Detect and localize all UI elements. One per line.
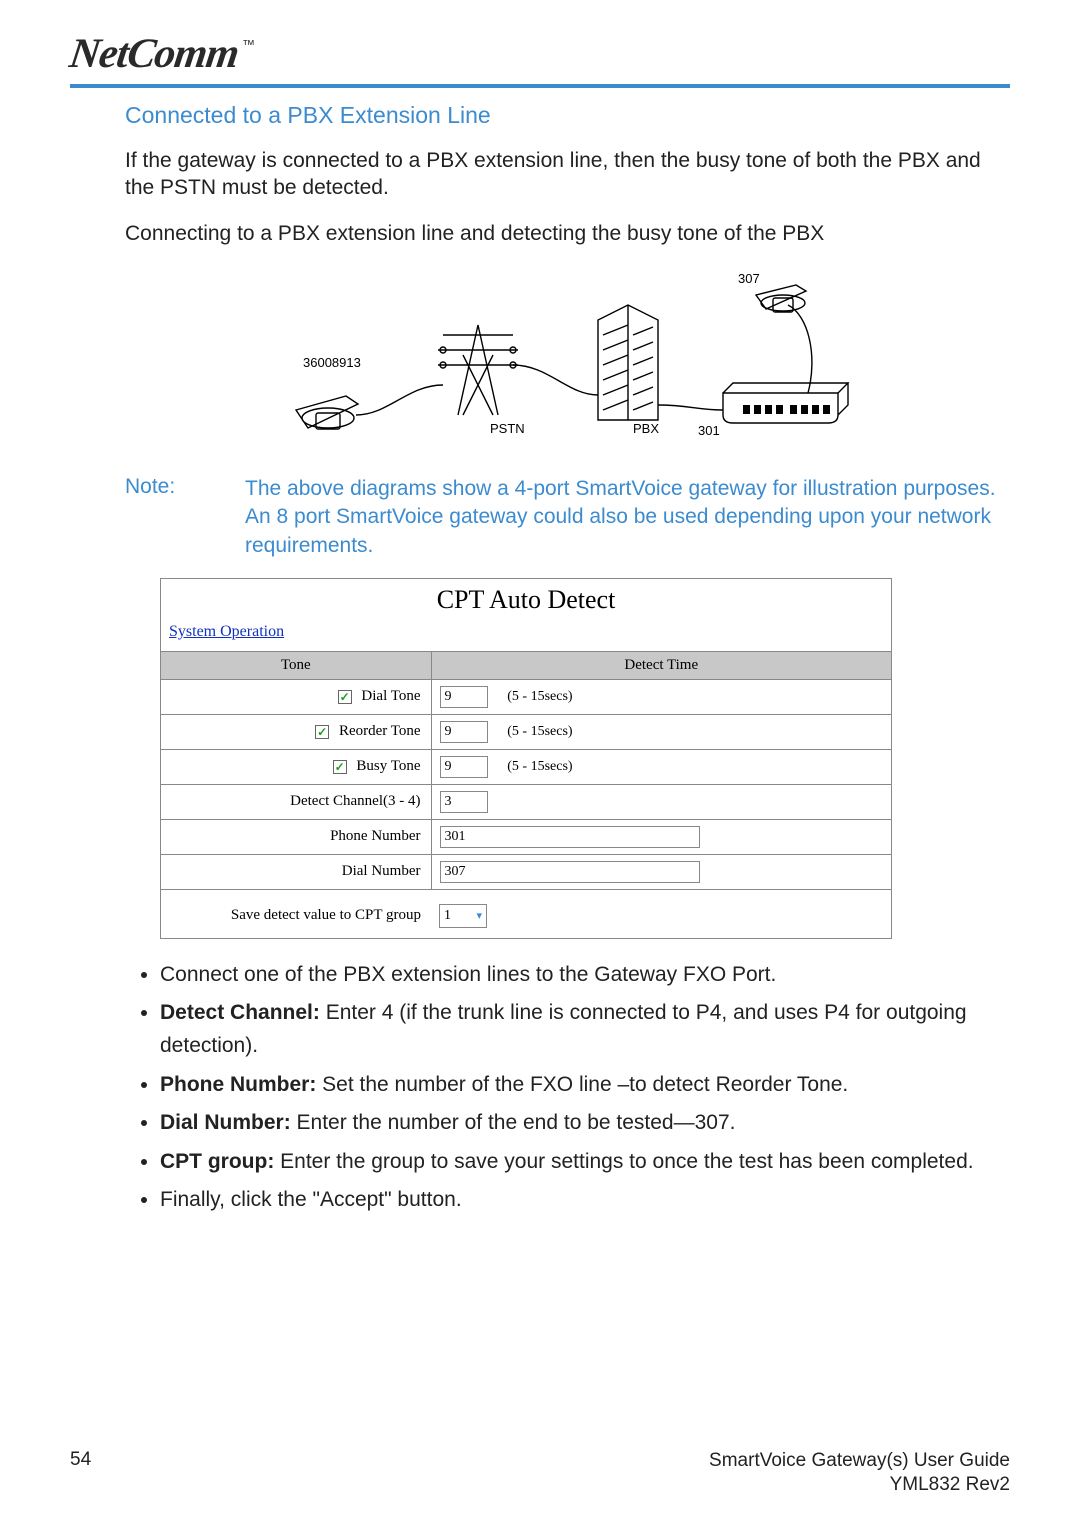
busy-tone-hint: (5 - 15secs) <box>507 759 572 774</box>
diagram-pstn-label: PSTN <box>490 421 525 436</box>
intro-para-2: Connecting to a PBX extension line and d… <box>125 220 1010 247</box>
list-item: Dial Number: Enter the number of the end… <box>160 1107 1010 1140</box>
save-cpt-group-select[interactable]: 1 ▾ <box>439 904 487 928</box>
dial-tone-label: Dial Tone <box>361 688 420 704</box>
chevron-down-icon: ▾ <box>476 909 482 922</box>
busy-tone-input[interactable] <box>440 756 488 778</box>
header-divider <box>70 84 1010 88</box>
dial-tone-hint: (5 - 15secs) <box>507 689 572 704</box>
dial-number-label: Dial Number <box>161 854 431 889</box>
page-number: 54 <box>70 1449 91 1471</box>
list-item: Detect Channel: Enter 4 (if the trunk li… <box>160 997 1010 1062</box>
diagram-phone-left-number: 36008913 <box>303 355 361 370</box>
list-item: Connect one of the PBX extension lines t… <box>160 959 1010 992</box>
instruction-list: Connect one of the PBX extension lines t… <box>70 959 1010 1217</box>
cpt-auto-detect-panel: CPT Auto Detect System Operation Tone De… <box>160 578 892 939</box>
note-text: The above diagrams show a 4-port SmartVo… <box>245 475 1010 560</box>
detect-channel-input[interactable] <box>440 791 488 813</box>
list-item: Finally, click the "Accept" button. <box>160 1184 1010 1217</box>
connection-diagram: .s{stroke:#000;stroke-width:1.4;fill:non… <box>268 265 868 465</box>
note-label: Note: <box>125 475 205 560</box>
list-item: CPT group: Enter the group to save your … <box>160 1146 1010 1179</box>
busy-tone-checkbox[interactable] <box>333 760 347 774</box>
reorder-tone-label: Reorder Tone <box>339 723 421 739</box>
cpt-title: CPT Auto Detect <box>161 579 891 619</box>
section-title: Connected to a PBX Extension Line <box>125 102 1010 129</box>
detect-channel-label: Detect Channel(3 - 4) <box>161 784 431 819</box>
footer-guide-title: SmartVoice Gateway(s) User Guide <box>709 1450 1010 1471</box>
diagram-pbx-label: PBX <box>633 421 659 436</box>
footer-revision: YML832 Rev2 <box>890 1474 1010 1495</box>
dial-tone-input[interactable] <box>440 686 488 708</box>
diagram-gateway-port-label: 301 <box>698 423 720 438</box>
dial-number-input[interactable] <box>440 861 700 883</box>
busy-tone-label: Busy Tone <box>356 758 420 774</box>
save-cpt-group-value: 1 <box>444 908 451 924</box>
dial-tone-checkbox[interactable] <box>338 690 352 704</box>
save-cpt-group-label: Save detect value to CPT group <box>161 889 431 938</box>
reorder-tone-checkbox[interactable] <box>315 725 329 739</box>
list-item: Phone Number: Set the number of the FXO … <box>160 1069 1010 1102</box>
cpt-col-detecttime: Detect Time <box>431 651 891 679</box>
brand-logo: NetComm <box>67 30 242 78</box>
reorder-tone-hint: (5 - 15secs) <box>507 724 572 739</box>
brand-tm: ™ <box>242 37 255 52</box>
system-operation-link[interactable]: System Operation <box>161 619 891 651</box>
reorder-tone-input[interactable] <box>440 721 488 743</box>
phone-number-input[interactable] <box>440 826 700 848</box>
diagram-phone-right-number: 307 <box>738 271 760 286</box>
intro-para-1: If the gateway is connected to a PBX ext… <box>125 147 1010 202</box>
cpt-col-tone: Tone <box>161 651 431 679</box>
phone-number-label: Phone Number <box>161 819 431 854</box>
